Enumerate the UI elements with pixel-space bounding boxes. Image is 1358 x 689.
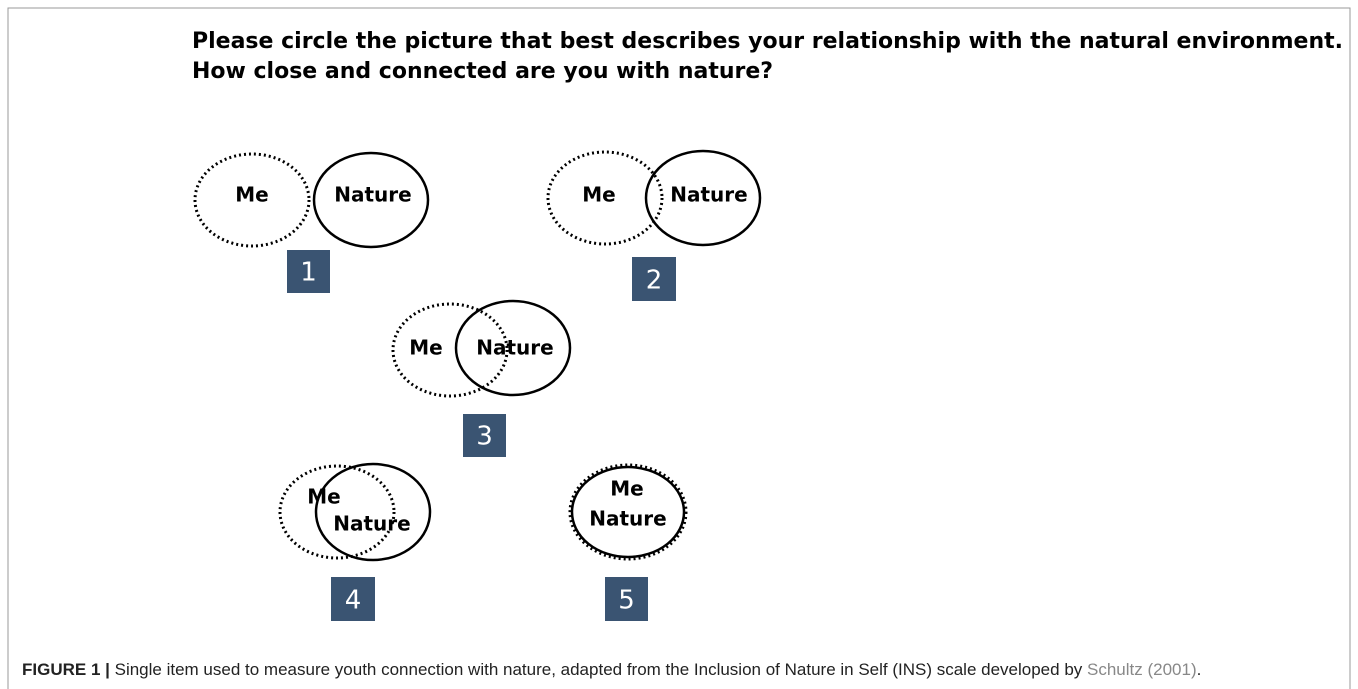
option-number: 5 [618, 586, 635, 616]
option-number: 1 [300, 258, 317, 288]
me-circle [546, 150, 664, 246]
option-number: 2 [646, 266, 663, 296]
number-box [331, 577, 375, 621]
nature-label: Nature [670, 183, 747, 207]
me-label: Me [307, 485, 340, 509]
prompt-line: How close and connected are you with nat… [192, 59, 773, 84]
me-circle [568, 463, 688, 561]
caption-label: FIGURE 1 | [22, 660, 110, 679]
option-number: 3 [476, 422, 493, 452]
me-label: Me [409, 336, 442, 360]
me-label: Me [235, 183, 268, 207]
nature-label: Nature [476, 336, 553, 360]
option-number: 4 [345, 586, 362, 616]
caption-end: . [1196, 660, 1202, 679]
nature-label: Nature [333, 512, 410, 536]
nature-circle [312, 151, 430, 249]
nature-circle [454, 299, 572, 397]
nature-label: Nature [334, 183, 411, 207]
number-box [605, 577, 648, 621]
prompt-line: Please circle the picture that best desc… [192, 29, 1343, 54]
me-circle [391, 302, 509, 398]
me-circle [193, 152, 311, 248]
nature-circle [644, 149, 762, 247]
caption: FIGURE 1 | Single item used to measure y… [22, 660, 1201, 680]
nature-circle [570, 465, 686, 559]
number-box [632, 257, 676, 301]
nature-circle [314, 462, 432, 562]
number-box [287, 250, 330, 293]
nature-label: Nature [589, 507, 666, 531]
caption-text: Single item used to measure youth connec… [109, 660, 1087, 679]
me-label: Me [610, 477, 643, 501]
citation[interactable]: Schultz (2001) [1087, 660, 1197, 679]
me-label: Me [582, 183, 615, 207]
figure-frame [7, 7, 1351, 689]
number-box [463, 414, 506, 457]
me-circle [278, 464, 396, 560]
